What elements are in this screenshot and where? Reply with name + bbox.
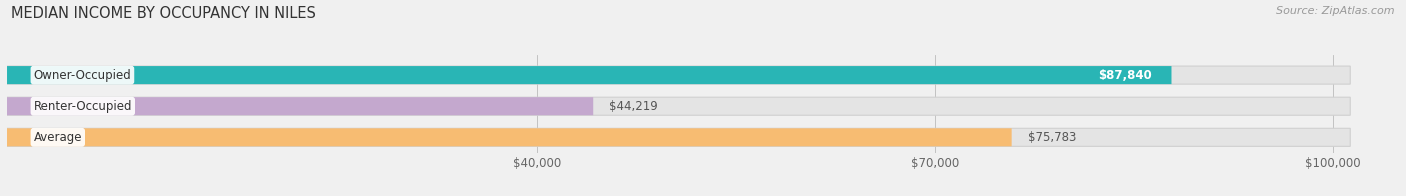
Text: $75,783: $75,783: [1028, 131, 1076, 144]
FancyBboxPatch shape: [7, 128, 1350, 146]
Text: $44,219: $44,219: [609, 100, 658, 113]
Text: MEDIAN INCOME BY OCCUPANCY IN NILES: MEDIAN INCOME BY OCCUPANCY IN NILES: [11, 6, 316, 21]
Text: Source: ZipAtlas.com: Source: ZipAtlas.com: [1277, 6, 1395, 16]
Text: Average: Average: [34, 131, 82, 144]
FancyBboxPatch shape: [7, 66, 1171, 84]
FancyBboxPatch shape: [7, 97, 593, 115]
Text: Renter-Occupied: Renter-Occupied: [34, 100, 132, 113]
FancyBboxPatch shape: [7, 66, 1350, 84]
FancyBboxPatch shape: [7, 97, 1350, 115]
Text: Owner-Occupied: Owner-Occupied: [34, 69, 131, 82]
Text: $87,840: $87,840: [1098, 69, 1152, 82]
FancyBboxPatch shape: [7, 128, 1012, 146]
